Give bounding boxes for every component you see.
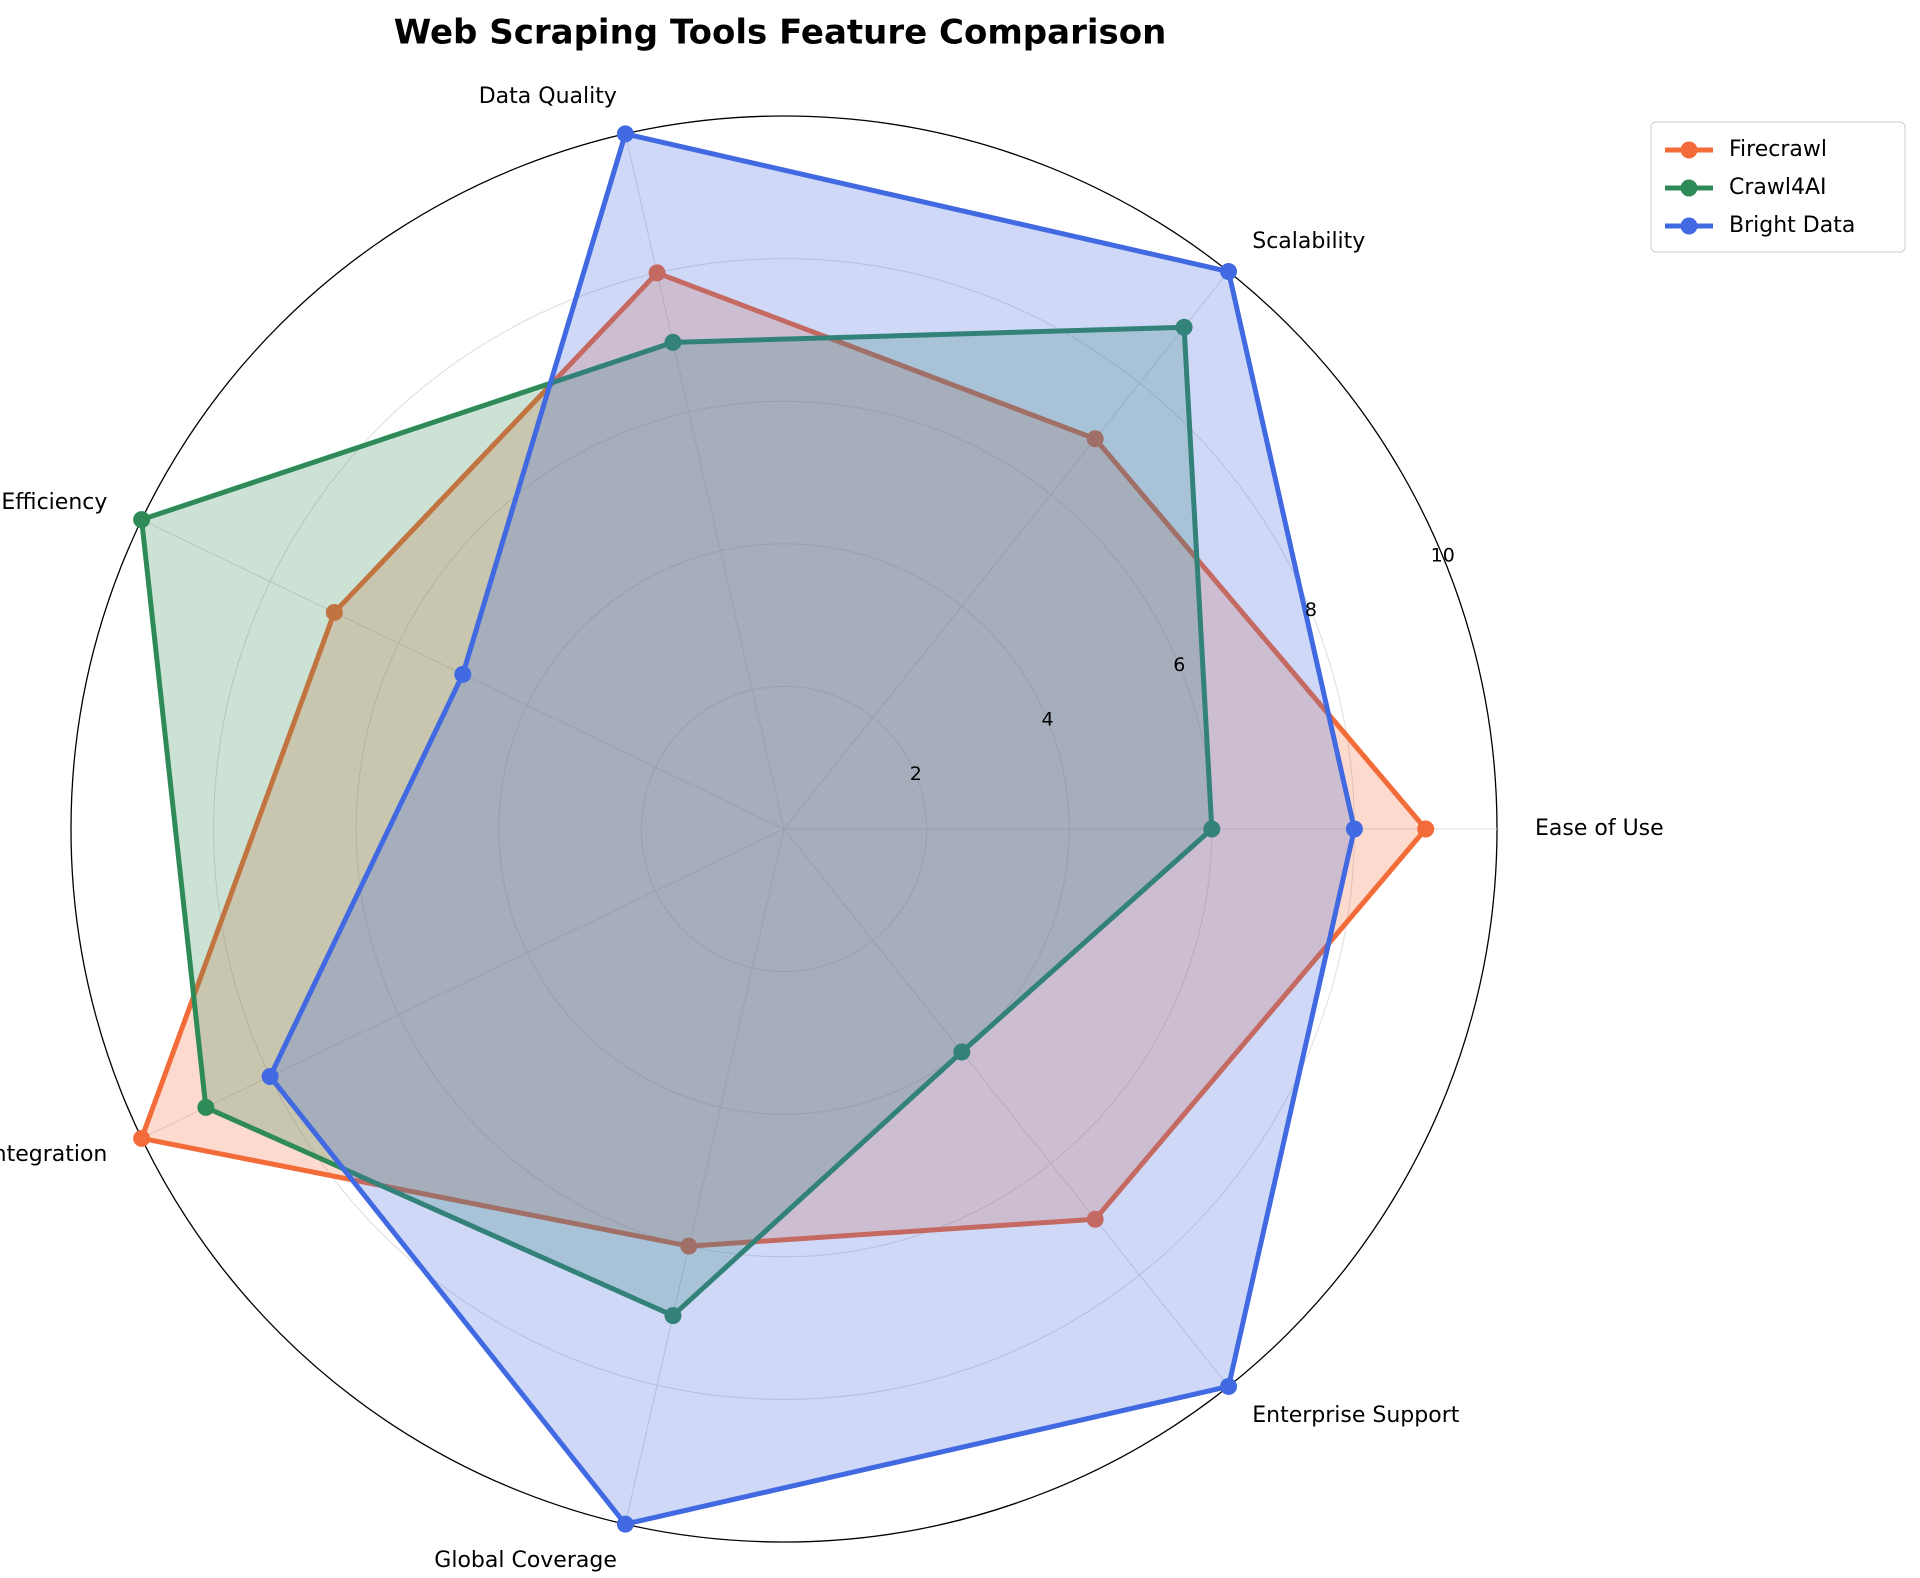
spoke xyxy=(783,271,1229,830)
series-marker xyxy=(1220,263,1238,281)
series-marker xyxy=(133,511,151,529)
r-tick-label: 8 xyxy=(1305,599,1317,621)
category-label: Ease of Use xyxy=(1535,816,1664,841)
series-marker xyxy=(133,1129,151,1147)
r-tick-label: 6 xyxy=(1173,654,1185,676)
series-marker xyxy=(454,665,472,683)
series-marker xyxy=(648,264,666,282)
series-marker xyxy=(1417,820,1435,838)
category-label: Scalability xyxy=(1252,229,1365,254)
r-tick-label: 10 xyxy=(1431,545,1455,567)
category-label: Global Coverage xyxy=(434,1548,617,1573)
series-line xyxy=(267,131,1357,1527)
chart-title: Web Scraping Tools Feature Comparison xyxy=(394,13,1167,53)
category-label: Data Quality xyxy=(479,84,617,109)
series-marker xyxy=(664,333,682,351)
legend-label: Firecrawl xyxy=(1729,137,1827,162)
category-label: AI Integration xyxy=(0,1142,107,1167)
category-label: Cost Efficiency xyxy=(0,490,107,515)
legend-frame xyxy=(1650,121,1906,253)
series-marker xyxy=(680,1237,698,1255)
series-marker xyxy=(953,1043,971,1061)
series-marker xyxy=(1086,430,1104,448)
series-marker xyxy=(1086,1210,1104,1228)
series-marker xyxy=(616,1515,634,1533)
series-marker xyxy=(261,1067,279,1085)
series-marker xyxy=(664,1307,682,1325)
legend-marker xyxy=(1680,217,1698,235)
category-label: Enterprise Support xyxy=(1252,1403,1460,1428)
legend: Firecrawl Crawl4AI Bright Data xyxy=(1650,121,1906,253)
r-tick-label: 4 xyxy=(1041,708,1053,730)
series-marker xyxy=(616,125,634,143)
series-marker xyxy=(1345,820,1363,838)
series-marker xyxy=(197,1098,215,1116)
series-line xyxy=(139,270,1429,1249)
series-area xyxy=(141,327,1212,1316)
series-marker xyxy=(1175,318,1193,336)
series-marker xyxy=(1220,1377,1238,1395)
spoke xyxy=(624,828,785,1525)
legend-label: Bright Data xyxy=(1729,213,1855,238)
legend-marker xyxy=(1680,179,1698,197)
legend-marker xyxy=(1680,141,1698,159)
series-line xyxy=(139,324,1215,1319)
series-marker xyxy=(325,603,343,621)
series-area xyxy=(270,133,1355,1525)
spoke xyxy=(624,133,785,830)
spoke xyxy=(783,828,1229,1387)
legend-label: Crawl4AI xyxy=(1729,175,1827,200)
r-tick-label: 2 xyxy=(910,763,922,785)
series-marker xyxy=(1203,820,1221,838)
spoke xyxy=(141,828,785,1139)
series-area xyxy=(141,272,1426,1247)
